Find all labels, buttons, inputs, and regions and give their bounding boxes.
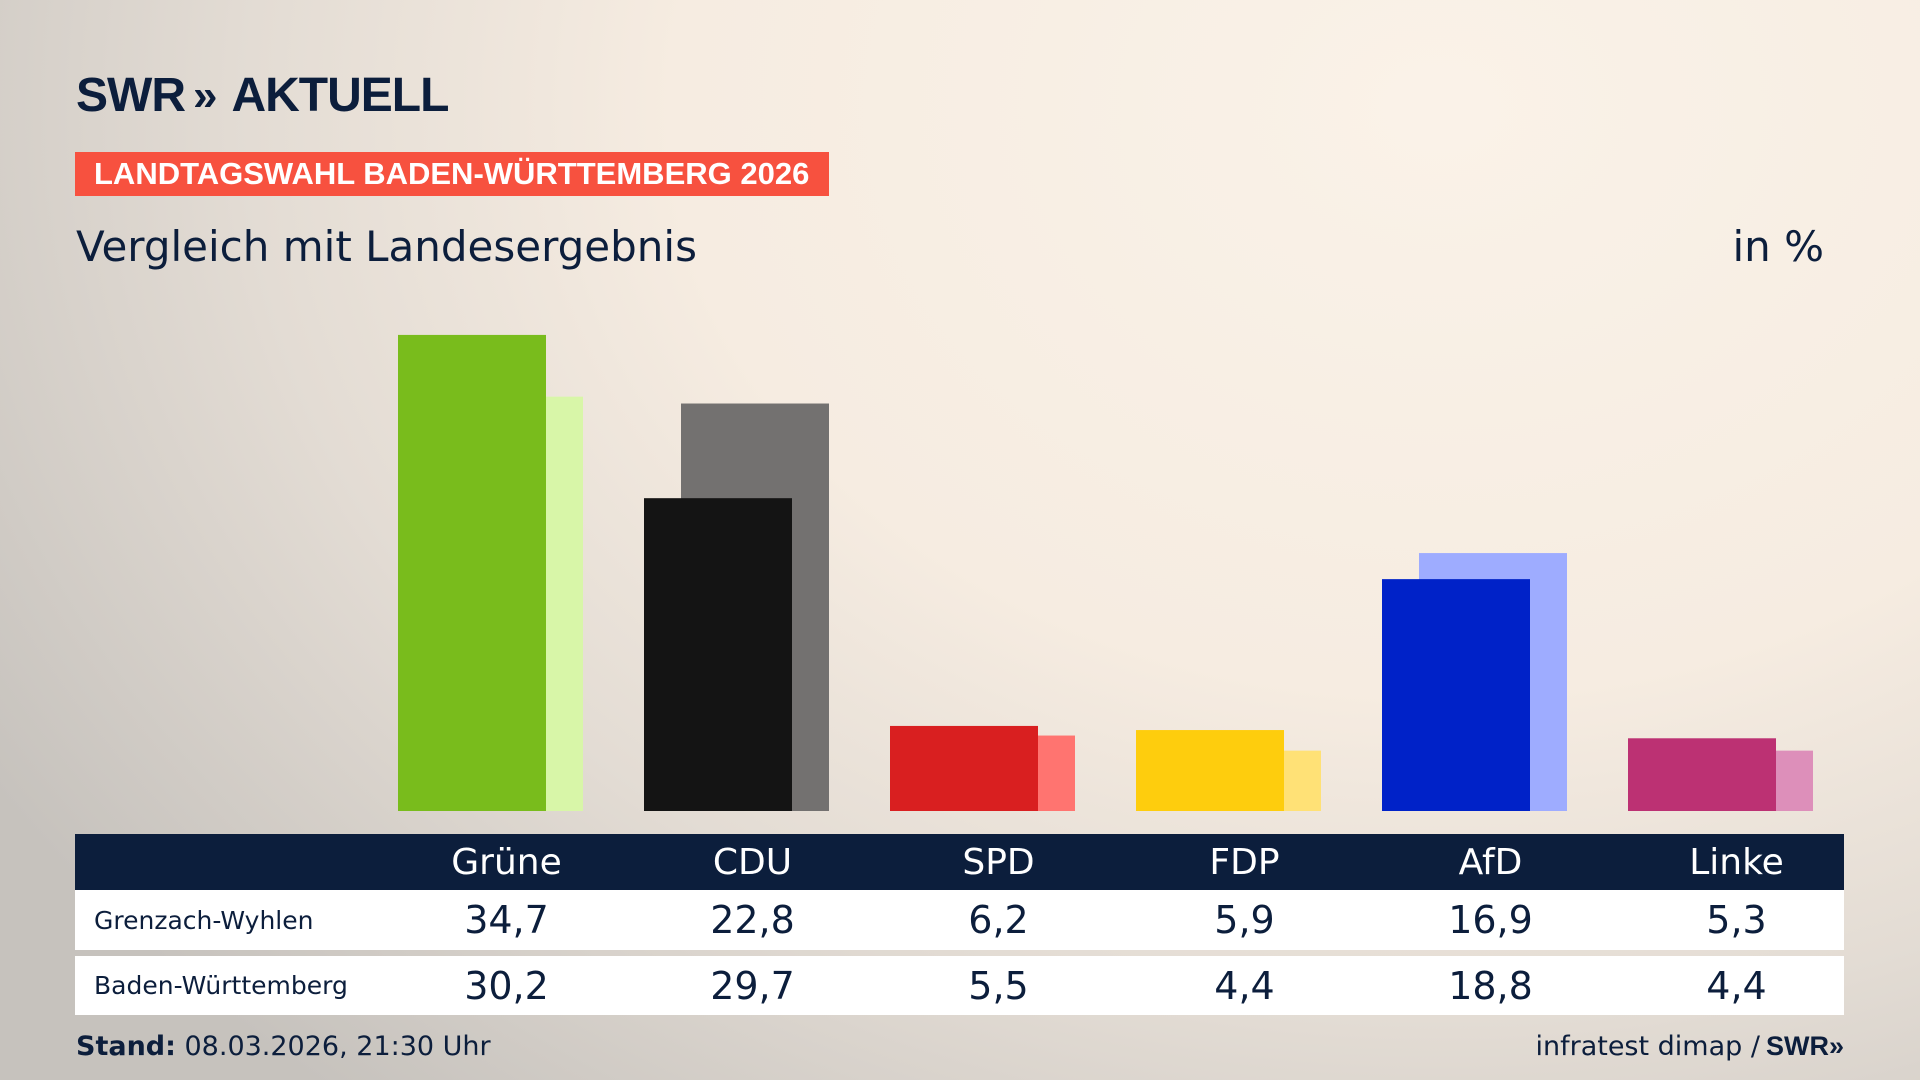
value-label: 4,4: [1214, 963, 1275, 1008]
category-label: FDP: [1209, 841, 1280, 883]
value-label: 6,2: [968, 898, 1029, 942]
category-label: Grüne: [451, 841, 562, 883]
bar-local-linke: [1628, 738, 1776, 811]
source: infratest dimap / SWR»: [1535, 1031, 1844, 1062]
bar-local-fdp: [1136, 730, 1284, 811]
row-label: Baden-Württemberg: [94, 971, 348, 1000]
source-text: infratest dimap /: [1535, 1031, 1760, 1062]
logo-aktuell: AKTUELL: [231, 69, 449, 122]
table-row: Grenzach-Wyhlen 34,7 22,8 6,2 5,9 16,9 5,3: [75, 890, 1844, 950]
election-banner: LANDTAGSWAHL BADEN-WÜRTTEMBERG 2026: [75, 152, 829, 196]
category-label: AfD: [1458, 841, 1523, 883]
bar-local-spd: [890, 725, 1038, 811]
bar-local-afd: [1382, 579, 1530, 811]
value-label: 30,2: [464, 963, 549, 1008]
timestamp: Stand: 08.03.2026, 21:30 Uhr: [76, 1031, 491, 1062]
value-label: 5,9: [1214, 898, 1275, 942]
value-label: 4,4: [1706, 963, 1767, 1008]
bar-local-grüne: [398, 334, 546, 811]
value-label: 18,8: [1448, 963, 1533, 1008]
value-label: 5,3: [1706, 898, 1767, 942]
value-label: 29,7: [710, 963, 795, 1008]
swr-logo: SWR»: [1765, 1031, 1844, 1061]
value-label: 22,8: [710, 898, 795, 942]
category-label: CDU: [712, 841, 793, 883]
bar-local-cdu: [644, 498, 792, 811]
stand-value: 08.03.2026, 21:30 Uhr: [175, 1031, 491, 1062]
value-label: 16,9: [1448, 898, 1533, 942]
unit-label: in %: [1732, 222, 1824, 271]
value-label: 34,7: [464, 898, 549, 942]
row-label: Grenzach-Wyhlen: [94, 905, 314, 935]
category-label: Linke: [1689, 841, 1784, 883]
category-label: SPD: [962, 841, 1035, 883]
value-label: 5,5: [968, 963, 1029, 1008]
chart-subtitle: Vergleich mit Landesergebnis: [76, 222, 697, 271]
table-row: Baden-Württemberg 30,2 29,7 5,5 4,4 18,8 4,4: [75, 956, 1844, 1015]
stand-label: Stand:: [76, 1031, 176, 1062]
table-header: Grüne CDU SPD FDP AfD Linke: [75, 834, 1844, 890]
logo-swr: SWR: [76, 69, 186, 122]
swr-aktuell-logo: SWR» AKTUELL: [76, 68, 449, 123]
